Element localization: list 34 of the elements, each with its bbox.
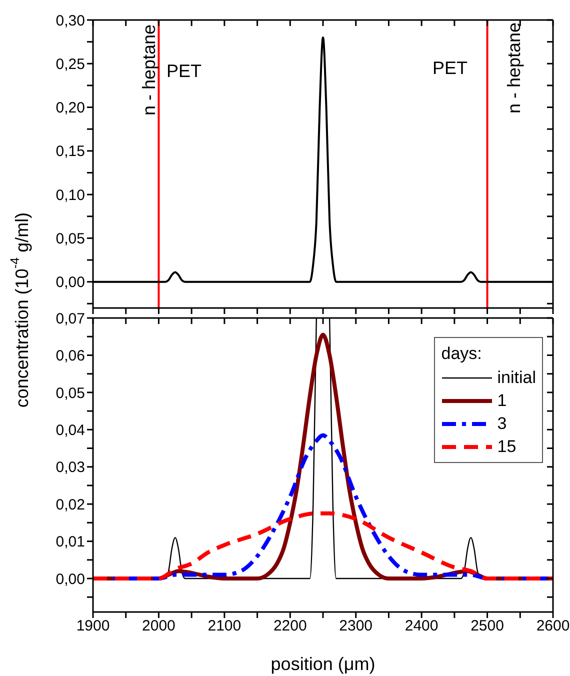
legend-label: initial bbox=[497, 368, 536, 388]
y-tick-label: 0,04 bbox=[56, 422, 85, 439]
legend-label: 3 bbox=[497, 414, 507, 434]
y-tick-label: 0,06 bbox=[56, 348, 85, 365]
y-tick-label: 0,03 bbox=[56, 459, 85, 476]
y-tick-label: 0,07 bbox=[56, 310, 85, 328]
legend-label: 1 bbox=[497, 390, 507, 410]
legend-title: days: bbox=[441, 344, 483, 364]
x-tick-label: 2000 bbox=[142, 618, 176, 635]
y-tick-label: 0,00 bbox=[56, 570, 85, 588]
y-tick-label: 0,25 bbox=[56, 56, 85, 73]
y-tick-label: 0,05 bbox=[56, 384, 85, 402]
annotation: n - heptane bbox=[504, 22, 524, 114]
y-tick-label: 0,01 bbox=[56, 534, 85, 551]
y-tick-label: 0,20 bbox=[56, 100, 85, 117]
x-axis-title: position (μm) bbox=[270, 654, 376, 674]
y-tick-label: 0,05 bbox=[56, 230, 85, 248]
line-series bbox=[93, 511, 553, 581]
y-tick-label: 0,00 bbox=[56, 274, 85, 292]
x-tick-label: 2300 bbox=[339, 618, 373, 635]
y-tick-label: 0,02 bbox=[56, 496, 85, 514]
x-tick-label: 2500 bbox=[470, 618, 504, 635]
y-tick-label: 0,10 bbox=[56, 186, 85, 204]
legend-label: 15 bbox=[497, 436, 516, 456]
x-tick-label: 2600 bbox=[536, 618, 570, 635]
annotation: n - heptane bbox=[139, 24, 159, 116]
x-tick-label: 1900 bbox=[76, 618, 110, 635]
x-tick-label: 2100 bbox=[208, 618, 242, 635]
x-tick-label: 2400 bbox=[404, 618, 438, 635]
annotation: PET bbox=[432, 58, 468, 78]
x-tick-label: 2200 bbox=[273, 618, 307, 635]
y-tick-label: 0,30 bbox=[56, 12, 85, 30]
y-tick-label: 0,15 bbox=[56, 143, 85, 160]
annotation: PET bbox=[166, 61, 202, 81]
